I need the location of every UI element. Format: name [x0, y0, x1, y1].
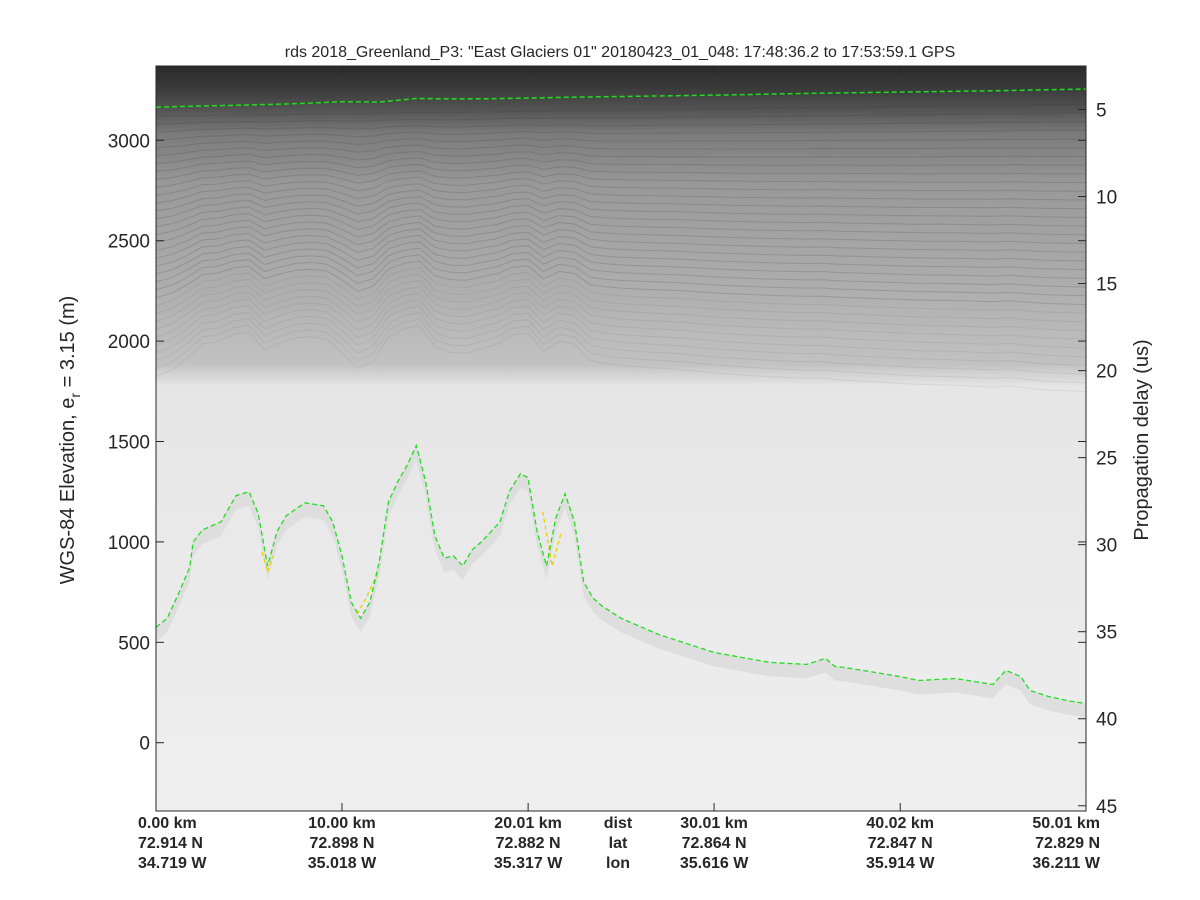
echogram-ice	[156, 66, 1086, 811]
internal-layer	[156, 266, 1086, 314]
y-left-tick-label: 500	[118, 633, 150, 654]
x-row-labels: dist lat lon	[604, 815, 633, 872]
x-tick-label: 34.719 W	[138, 855, 207, 872]
internal-layer	[156, 103, 1086, 117]
y-left-tick-label: 3000	[108, 131, 150, 152]
internal-layer	[156, 286, 1086, 340]
internal-layer	[156, 163, 1086, 180]
y-right-tick-label: 25	[1096, 449, 1117, 470]
y-right-axis: 5 10 15 20 25 30 35 40 45	[1078, 101, 1117, 818]
x-tick-label: 50.01 km	[1032, 815, 1100, 832]
x-row-label: dist	[604, 815, 633, 832]
x-tick-label: 72.829 N	[1035, 835, 1100, 852]
y-right-tick-label: 45	[1096, 797, 1117, 818]
internal-layer	[156, 221, 1086, 253]
x-tick-label: 72.864 N	[682, 835, 747, 852]
x-tick-label: 36.211 W	[1032, 855, 1101, 872]
internal-layer	[156, 208, 1086, 236]
x-tick-label: 72.914 N	[138, 835, 203, 852]
x-tick-label: 10.00 km	[308, 815, 376, 832]
x-tick-label: 35.317 W	[494, 855, 563, 872]
internal-layer	[156, 292, 1086, 349]
y-right-label: Propagation delay (us)	[1131, 339, 1153, 540]
y-right-tick-label: 20	[1096, 362, 1117, 383]
internal-layer	[156, 247, 1086, 288]
y-left-tick-label: 0	[139, 734, 150, 755]
y-left-tick-label: 1000	[108, 533, 150, 554]
x-tick-label: 20.01 km	[494, 815, 562, 832]
internal-layer	[156, 318, 1086, 384]
y-right-tick-label: 40	[1096, 710, 1117, 731]
y-right-tick-label: 5	[1096, 101, 1107, 122]
internal-layer	[156, 129, 1086, 141]
x-row-label: lon	[606, 855, 630, 872]
y-left-tick-label: 1500	[108, 433, 150, 454]
y-right-tick-label: 30	[1096, 536, 1117, 557]
internal-layer	[156, 260, 1086, 305]
x-tick-label: 40.02 km	[866, 815, 934, 832]
x-tick-label: 35.018 W	[308, 855, 377, 872]
internal-layer	[156, 215, 1086, 244]
internal-layer	[156, 196, 1086, 220]
y-left-tick-label: 2500	[108, 232, 150, 253]
internal-layer	[156, 324, 1086, 392]
internal-layer	[156, 234, 1086, 271]
internal-layer	[156, 189, 1086, 212]
y-left-label: WGS-84 Elevation, er = 3.15 (m)	[57, 296, 83, 585]
internal-layer	[156, 170, 1086, 188]
x-tick-label: 72.847 N	[868, 835, 933, 852]
internal-layer	[156, 279, 1086, 332]
internal-layer	[156, 273, 1086, 323]
surface-line	[156, 88, 1086, 108]
bed-line	[156, 443, 1086, 705]
bed-shadow	[156, 445, 1086, 718]
internal-layer	[156, 305, 1086, 366]
internal-layer	[156, 137, 1086, 149]
internal-layer	[156, 241, 1086, 279]
x-tick-label: 72.882 N	[496, 835, 561, 852]
y-left-tick-label: 2000	[108, 332, 150, 353]
plot-area	[156, 66, 1086, 811]
y-right-tick-label: 10	[1096, 188, 1117, 209]
internal-layer	[156, 157, 1086, 172]
internal-layer	[156, 144, 1086, 157]
x-tick-label: 0.00 km	[138, 815, 197, 832]
x-tick-label: 35.914 W	[866, 855, 935, 872]
x-axis: 0.00 km 72.914 N 34.719 W 10.00 km 72.898 N 3…	[138, 66, 1101, 872]
plot-frame	[155, 65, 1087, 812]
internal-layer	[156, 299, 1086, 358]
internal-layer	[156, 183, 1086, 204]
internal-layers	[156, 103, 1086, 392]
x-row-label: lat	[609, 835, 628, 852]
x-tick-label: 35.616 W	[680, 855, 749, 872]
internal-layer	[156, 112, 1086, 125]
internal-layer	[156, 254, 1086, 297]
chart-title: rds 2018_Greenland_P3: "East Glaciers 01…	[285, 44, 956, 61]
internal-layer	[156, 176, 1086, 196]
internal-layer	[156, 202, 1086, 228]
x-tick-label: 30.01 km	[680, 815, 748, 832]
internal-layer	[156, 312, 1086, 375]
y-left-axis: 0 500 1000 1500 2000 2500 3000	[108, 131, 1086, 755]
internal-layer	[156, 150, 1086, 164]
internal-layer	[156, 121, 1086, 133]
internal-layer	[156, 228, 1086, 262]
y-right-tick-label: 15	[1096, 275, 1117, 296]
y-right-tick-label: 35	[1096, 623, 1117, 644]
x-tick-label: 72.898 N	[309, 835, 374, 852]
bed-alt-line	[261, 511, 563, 615]
